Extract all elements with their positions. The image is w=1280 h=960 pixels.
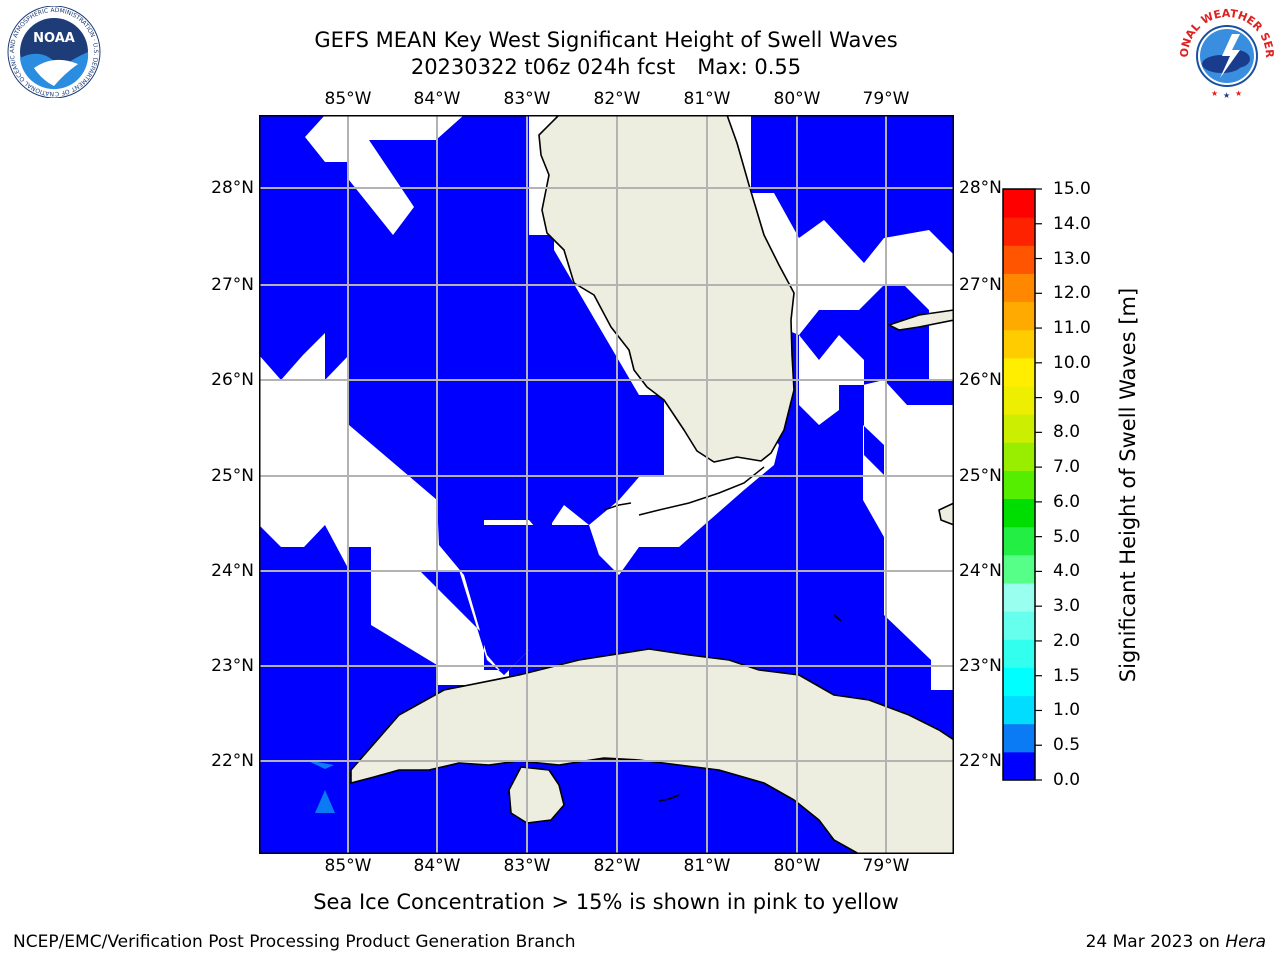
- credit-line: NCEP/EMC/Verification Post Processing Pr…: [13, 932, 576, 952]
- sea-ice-note: Sea Ice Concentration > 15% is shown in …: [313, 890, 899, 914]
- host-name: Hera: [1225, 932, 1266, 952]
- colorbar-tick-label: 5.0: [1053, 526, 1081, 547]
- lat-label-right: 25°N: [959, 466, 1002, 486]
- lat-label-right: 26°N: [959, 370, 1002, 390]
- svg-text:★: ★: [1211, 89, 1218, 98]
- colorbar-segment: [1003, 470, 1035, 500]
- date-text: 24 Mar 2023 on: [1085, 932, 1220, 952]
- lon-label-top: 81°W: [683, 89, 731, 109]
- colorbar-tick-label: 15.0: [1053, 179, 1091, 199]
- lat-label-right: 22°N: [959, 751, 1002, 771]
- lon-label-top: 82°W: [593, 89, 641, 109]
- lon-label-bottom: 84°W: [413, 856, 461, 876]
- lat-label-left: 24°N: [211, 561, 254, 581]
- lon-label-top: 85°W: [324, 89, 372, 109]
- map-title: GEFS MEAN Key West Significant Height of…: [314, 28, 898, 52]
- colorbar-segment: [1003, 442, 1035, 471]
- colorbar-segment: [1003, 583, 1035, 612]
- colorbar-tick-label: 0.5: [1053, 735, 1081, 756]
- colorbar-tick-label: 3.0: [1053, 596, 1081, 617]
- colorbar-segment: [1003, 723, 1035, 753]
- lat-label-right: 23°N: [959, 656, 1002, 676]
- lon-label-bottom: 79°W: [862, 856, 910, 876]
- colorbar-tick-label: 1.0: [1053, 700, 1081, 721]
- lat-label-right: 27°N: [959, 275, 1002, 295]
- colorbar-segment: [1003, 554, 1035, 584]
- colorbar-segment: [1003, 189, 1035, 218]
- lat-label-left: 23°N: [211, 656, 254, 676]
- lon-label-top: 80°W: [773, 89, 821, 109]
- lat-label-right: 24°N: [959, 561, 1002, 581]
- colorbar-tick-label: 9.0: [1053, 387, 1081, 408]
- max-value: Max: 0.55: [697, 55, 802, 79]
- lat-label-left: 28°N: [211, 178, 254, 198]
- colorbar-label: Significant Height of Swell Waves [m]: [1116, 287, 1140, 683]
- colorbar-tick-label: 2.0: [1053, 630, 1081, 651]
- colorbar-tick-label: 10.0: [1053, 352, 1091, 373]
- forecast-cycle: 20230322 t06z 024h fcst: [410, 55, 676, 79]
- colorbar-segment: [1003, 329, 1035, 359]
- noaa-logo-text: NOAA: [33, 31, 75, 46]
- colorbar-tick-label: 7.0: [1053, 457, 1081, 478]
- noaa-logo: NATIONAL OCEANIC AND ATMOSPHERIC ADMINIS…: [4, 6, 101, 98]
- lon-label-bottom: 82°W: [593, 856, 641, 876]
- colorbar-tick-label: 13.0: [1053, 248, 1091, 269]
- colorbar-tick-label: 6.0: [1053, 491, 1081, 512]
- colorbar-tick-label: 0.0: [1053, 770, 1081, 790]
- colorbar-tick-label: 14.0: [1053, 213, 1091, 234]
- colorbar-segment: [1003, 611, 1035, 640]
- land: [350, 115, 954, 854]
- colorbar-segment: [1003, 386, 1035, 415]
- colorbar-tick-label: 1.5: [1053, 665, 1081, 686]
- colorbar: [1002, 188, 1042, 781]
- lat-label-right: 28°N: [959, 178, 1002, 198]
- lon-label-bottom: 80°W: [773, 856, 821, 876]
- lon-label-bottom: 83°W: [503, 856, 551, 876]
- colorbar-segment: [1003, 273, 1035, 303]
- colorbar-segment: [1003, 217, 1035, 246]
- colorbar-segment: [1003, 414, 1035, 443]
- colorbar-segment: [1003, 695, 1035, 725]
- lon-label-bottom: 85°W: [324, 856, 372, 876]
- colorbar-segment: [1003, 357, 1035, 387]
- colorbar-segment: [1003, 667, 1035, 697]
- map-subtitle: 20230322 t06z 024h fcst Max: 0.55: [256, 54, 956, 80]
- lon-label-top: 84°W: [413, 89, 461, 109]
- colorbar-tick-label: 11.0: [1053, 318, 1091, 339]
- colorbar-segment: [1003, 526, 1035, 556]
- colorbar-segment: [1003, 245, 1035, 274]
- lon-label-top: 83°W: [503, 89, 551, 109]
- lat-label-left: 25°N: [211, 466, 254, 486]
- colorbar-tick-label: 8.0: [1053, 422, 1081, 443]
- lat-label-left: 22°N: [211, 751, 254, 771]
- lat-label-left: 27°N: [211, 275, 254, 295]
- colorbar-segment: [1003, 751, 1035, 781]
- nws-logo: NATIONAL WEATHER SERVICE ★ ★ ★: [1178, 6, 1276, 100]
- svg-text:★: ★: [1223, 91, 1230, 100]
- colorbar-tick-label: 4.0: [1053, 561, 1081, 582]
- lat-label-left: 26°N: [211, 370, 254, 390]
- date-line: 24 Mar 2023 on Hera: [1086, 932, 1266, 952]
- lon-label-top: 79°W: [862, 89, 910, 109]
- colorbar-segment: [1003, 498, 1035, 528]
- graticule: [259, 115, 954, 854]
- colorbar-tick-label: 12.0: [1053, 283, 1091, 304]
- colorbar-segment: [1003, 639, 1035, 668]
- lon-label-bottom: 81°W: [683, 856, 731, 876]
- swell-field-light: [306, 760, 335, 813]
- svg-text:★: ★: [1235, 89, 1242, 98]
- swell-height-map: [259, 115, 954, 854]
- colorbar-segment: [1003, 301, 1035, 331]
